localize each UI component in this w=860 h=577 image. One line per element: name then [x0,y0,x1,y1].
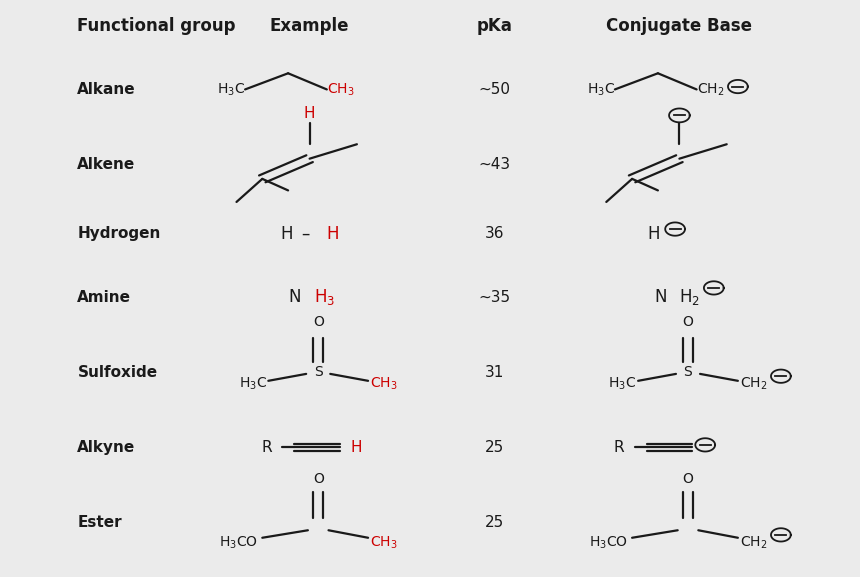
Text: H$_3$CO: H$_3$CO [589,534,628,550]
Text: –: – [301,224,310,243]
Text: CH$_3$: CH$_3$ [370,534,397,550]
Text: 36: 36 [485,226,504,241]
Text: H: H [351,440,362,455]
Text: O: O [683,315,693,329]
Text: pKa: pKa [476,17,513,35]
Text: R: R [261,440,272,455]
Text: 25: 25 [485,440,504,455]
Text: H$_3$: H$_3$ [314,287,335,307]
Text: Sulfoxide: Sulfoxide [77,365,157,380]
Text: CH$_2$: CH$_2$ [740,376,767,392]
Text: ~35: ~35 [478,290,511,305]
Text: O: O [683,472,693,486]
Text: H$_3$C: H$_3$C [608,376,636,392]
Text: H: H [280,224,292,243]
Text: H$_3$C: H$_3$C [238,376,267,392]
Text: CH$_3$: CH$_3$ [370,376,397,392]
Text: H$_2$: H$_2$ [679,287,700,307]
Text: Functional group: Functional group [77,17,236,35]
Text: CH$_3$: CH$_3$ [327,81,354,98]
Text: N: N [288,288,301,306]
Text: S: S [684,365,692,379]
Text: Alkane: Alkane [77,82,136,97]
Text: Hydrogen: Hydrogen [77,226,161,241]
Text: R: R [614,440,624,455]
Text: ~50: ~50 [478,82,511,97]
Text: Conjugate Base: Conjugate Base [606,17,752,35]
Text: S: S [314,365,322,379]
Text: H$_3$C: H$_3$C [217,81,245,98]
Text: CH$_2$: CH$_2$ [697,81,724,98]
Text: H: H [648,224,660,243]
Text: H$_3$CO: H$_3$CO [219,534,258,550]
Text: O: O [313,315,323,329]
Text: Example: Example [270,17,349,35]
Text: Amine: Amine [77,290,132,305]
Text: Alkyne: Alkyne [77,440,136,455]
Text: Alkene: Alkene [77,157,136,172]
Text: H: H [327,224,340,243]
Text: 31: 31 [485,365,504,380]
Text: H: H [304,106,316,121]
Text: CH$_2$: CH$_2$ [740,534,767,550]
Text: H$_3$C: H$_3$C [587,81,615,98]
Text: O: O [313,472,323,486]
Text: 25: 25 [485,515,504,530]
Text: ~43: ~43 [478,157,511,172]
Text: N: N [654,288,666,306]
Text: Ester: Ester [77,515,122,530]
